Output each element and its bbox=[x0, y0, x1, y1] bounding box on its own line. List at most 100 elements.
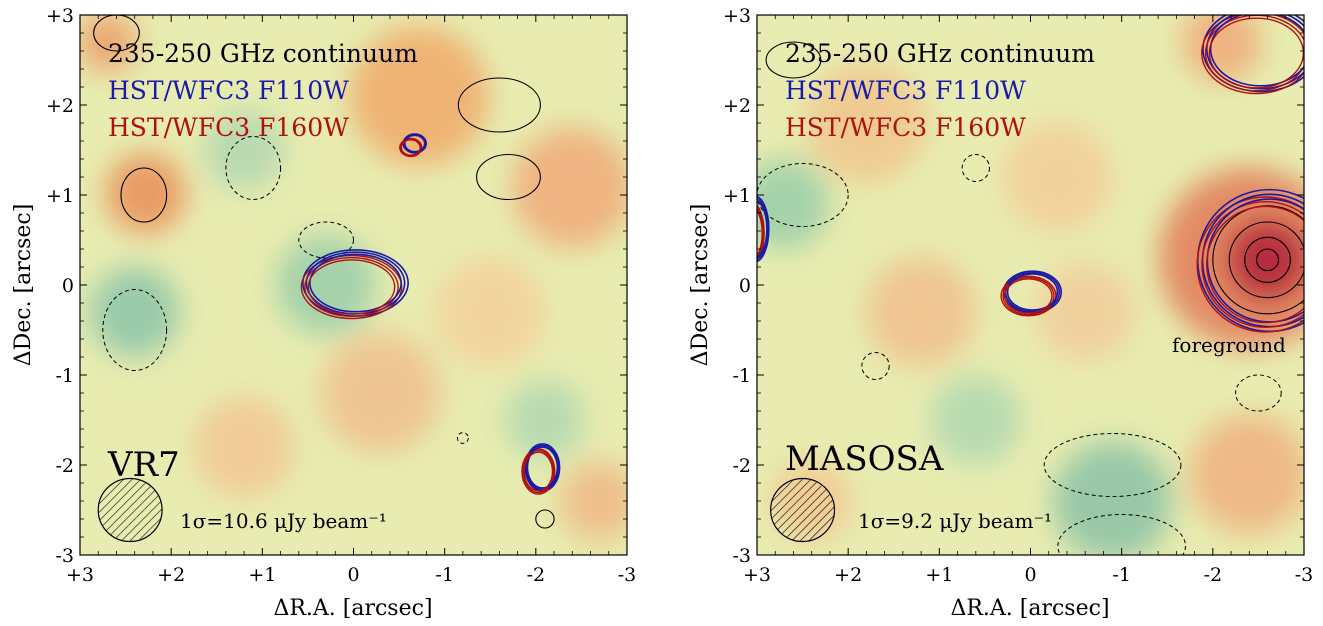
x-tick-label: -1 bbox=[435, 564, 454, 586]
f110w-contour bbox=[757, 200, 768, 258]
flux-map bbox=[80, 15, 627, 541]
beam-shape bbox=[770, 477, 836, 543]
negative-contour bbox=[861, 352, 890, 380]
panel-masosa: +3 +3 +2 +2 +1 +1 0 0 -1 -1 -2 -2 -3 -3 235-250 GHz c… bbox=[688, 5, 1313, 621]
f160w-contour bbox=[522, 449, 555, 494]
f110w-contour bbox=[309, 253, 402, 313]
foreground-annotation: foreground bbox=[1172, 333, 1286, 357]
negative-contour bbox=[961, 154, 990, 182]
x-tick-label: +2 bbox=[834, 564, 862, 586]
hst-contours bbox=[757, 15, 1304, 333]
y-tick-label: -3 bbox=[55, 545, 74, 567]
y-tick-label: -2 bbox=[55, 455, 74, 477]
y-tick-label: +3 bbox=[46, 5, 74, 27]
f110w-contour bbox=[526, 446, 559, 489]
legend-f110w: HST/WFC3 F110W bbox=[108, 76, 349, 105]
x-tick-label: 0 bbox=[1024, 564, 1036, 586]
x-tick-label: +2 bbox=[157, 564, 185, 586]
negative-contour bbox=[1057, 514, 1186, 555]
f160w-contour bbox=[1201, 201, 1304, 328]
flux-blob bbox=[1189, 414, 1304, 534]
f160w-contour bbox=[757, 206, 764, 260]
f110w-contour bbox=[404, 134, 426, 153]
f160w-contour bbox=[757, 204, 765, 262]
negative-contour bbox=[757, 163, 849, 227]
x-tick-label: +1 bbox=[248, 564, 276, 586]
f160w-contour bbox=[400, 139, 421, 156]
flux-blob bbox=[105, 153, 186, 234]
flux-blob bbox=[1181, 15, 1262, 82]
positive-contour bbox=[1244, 236, 1291, 283]
x-tick-label: +1 bbox=[925, 564, 953, 586]
y-tick-label: -1 bbox=[55, 365, 74, 387]
x-tick-label: +3 bbox=[743, 564, 771, 586]
y-tick-label: -3 bbox=[732, 545, 751, 567]
x-tick-label: -3 bbox=[1295, 564, 1314, 586]
flux-blob bbox=[1052, 441, 1173, 555]
legend-f160w: HST/WFC3 F160W bbox=[108, 113, 349, 142]
hst-contours bbox=[300, 133, 561, 495]
f110w-contour bbox=[757, 195, 770, 263]
f160w-contour bbox=[757, 209, 763, 257]
f160w-contour bbox=[1201, 15, 1304, 95]
continuum-negative-contours bbox=[757, 154, 1282, 555]
flux-blob bbox=[806, 63, 927, 183]
positive-contour bbox=[765, 41, 822, 79]
y-tick-label: 0 bbox=[62, 275, 74, 297]
noise-label: 1σ=10.6 μJy beam⁻¹ bbox=[180, 509, 387, 533]
flux-blob bbox=[1002, 122, 1113, 232]
flux-blob bbox=[866, 257, 977, 367]
f160w-contour bbox=[307, 259, 396, 315]
flux-blob bbox=[194, 397, 295, 497]
beam-shape bbox=[97, 477, 163, 543]
axis-ticks: +3 +3 +2 +2 +1 +1 0 0 -1 -1 -2 -2 -3 -3 bbox=[46, 5, 636, 586]
y-tick-label: +3 bbox=[723, 5, 751, 27]
f160w-contour bbox=[1206, 205, 1304, 324]
x-tick-label: -2 bbox=[1204, 564, 1223, 586]
flux-blob bbox=[320, 333, 441, 453]
negative-contour bbox=[225, 136, 282, 200]
positive-contour bbox=[1228, 221, 1304, 299]
source-label: MASOSA bbox=[785, 439, 944, 479]
flux-blob bbox=[89, 267, 180, 357]
flux-blob bbox=[204, 110, 285, 190]
positive-contour bbox=[535, 509, 555, 529]
f160w-contour bbox=[521, 448, 556, 495]
f160w-contour bbox=[300, 254, 403, 320]
negative-contour bbox=[1235, 374, 1282, 412]
x-tick-label: +3 bbox=[66, 564, 94, 586]
y-tick-label: +2 bbox=[723, 95, 751, 117]
continuum-positive-contours bbox=[93, 15, 555, 529]
noise-label: 1σ=9.2 μJy beam⁻¹ bbox=[858, 509, 1052, 533]
flux-blob bbox=[504, 380, 585, 460]
y-tick-label: +1 bbox=[723, 185, 751, 207]
y-tick-label: +2 bbox=[46, 95, 74, 117]
negative-contour bbox=[1043, 433, 1182, 497]
positive-contour bbox=[476, 153, 541, 201]
x-tick-label: -3 bbox=[618, 564, 637, 586]
f110w-contour bbox=[1206, 15, 1304, 90]
source-label: VR7 bbox=[107, 445, 180, 485]
x-axis-label: ΔR.A. [arcsec] bbox=[273, 596, 432, 621]
positive-contour bbox=[1256, 248, 1280, 272]
f160w-contour bbox=[1196, 196, 1304, 333]
positive-contour bbox=[457, 77, 541, 133]
positive-contour bbox=[120, 167, 168, 223]
y-tick-label: +1 bbox=[46, 185, 74, 207]
f160w-contour bbox=[523, 451, 554, 492]
flux-blob bbox=[930, 375, 1021, 465]
x-axis-label: ΔR.A. [arcsec] bbox=[950, 596, 1109, 621]
y-tick-label: 0 bbox=[739, 275, 751, 297]
flux-blob bbox=[1227, 219, 1304, 300]
flux-blob bbox=[435, 257, 546, 367]
f160w-contour bbox=[1002, 276, 1055, 316]
flux-blob bbox=[757, 159, 830, 249]
f110w-contour bbox=[1006, 273, 1059, 311]
axis-ticks: +3 +3 +2 +2 +1 +1 0 0 -1 -1 -2 -2 -3 -3 bbox=[723, 5, 1313, 586]
legend-f110w: HST/WFC3 F110W bbox=[785, 76, 1026, 105]
f110w-contour bbox=[757, 197, 769, 261]
f110w-contour bbox=[1209, 15, 1304, 87]
y-axis-label: ΔDec. [arcsec] bbox=[688, 204, 713, 367]
legend-f160w: HST/WFC3 F160W bbox=[785, 113, 1026, 142]
